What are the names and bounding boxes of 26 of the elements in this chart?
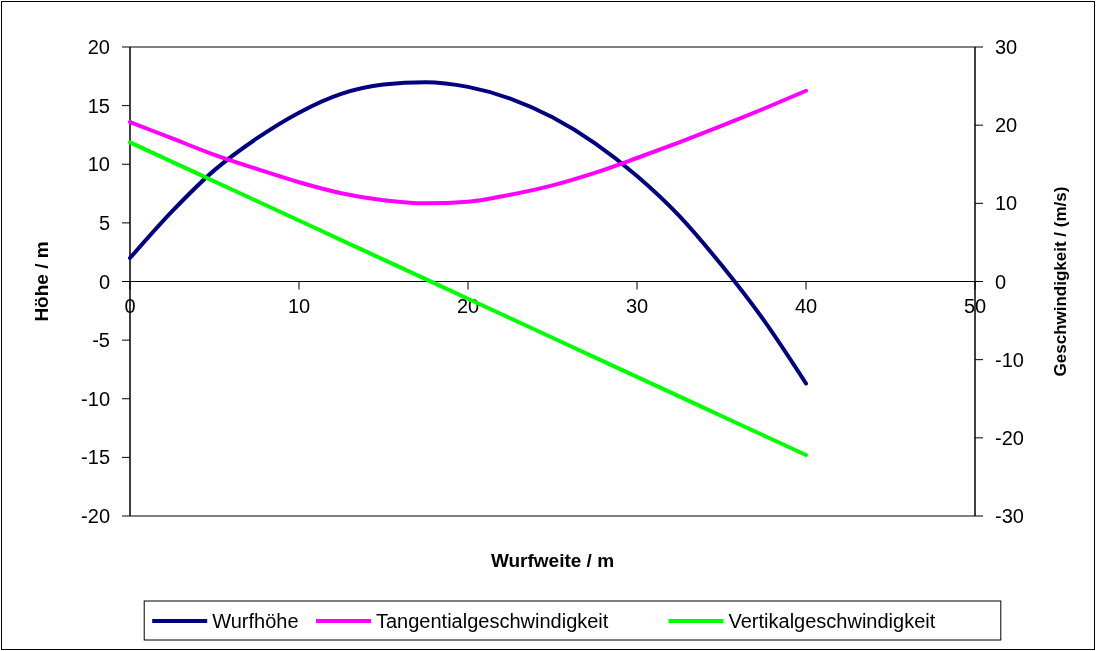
y-tick-label: 20	[87, 36, 110, 58]
y-tick-label: 5	[98, 211, 110, 234]
y-tick-label: -5	[92, 329, 110, 352]
y2-tick-label: 20	[995, 114, 1018, 137]
y-axis-title: Höhe / m	[31, 241, 52, 322]
legend-label: Tangentialgeschwindigkeit	[376, 610, 609, 632]
line-series	[128, 88, 808, 206]
y-tick-label: 15	[87, 94, 110, 117]
y-tick-label: -10	[81, 387, 110, 410]
y2-tick-label: 30	[995, 36, 1018, 58]
y-tick-label: -15	[81, 446, 110, 469]
y-tick-label: 0	[98, 270, 110, 293]
x-tick-label: 30	[625, 294, 649, 317]
y2-axis-title: Geschwindigkeit / (m/s)	[1051, 186, 1070, 377]
y-tick-label: 10	[87, 153, 110, 176]
y-tick-label: -20	[81, 505, 110, 527]
y2-tick-label: 10	[995, 192, 1018, 215]
y2-tick-label: -30	[995, 505, 1024, 527]
legend-label: Wurfhöhe	[212, 610, 299, 632]
x-tick-label: 10	[287, 294, 311, 317]
legend-label: Vertikalgeschwindigkeit	[728, 610, 936, 632]
y2-tick-label: 0	[995, 270, 1007, 293]
x-tick-label: 40	[794, 294, 818, 317]
x-axis-title: Wurfweite / m	[490, 550, 615, 571]
y2-tick-label: -10	[995, 348, 1024, 371]
y2-tick-label: -20	[995, 426, 1024, 449]
